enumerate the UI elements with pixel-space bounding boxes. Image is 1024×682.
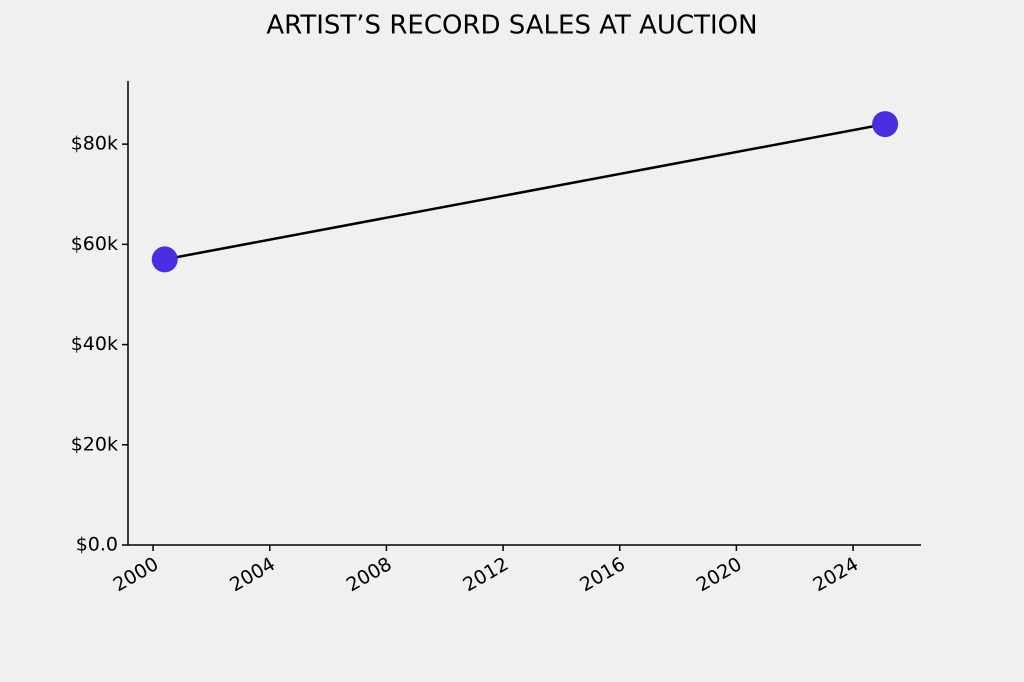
point — [872, 111, 899, 138]
x-tick-label: 2012 — [459, 553, 512, 596]
y-tick-label: $80k — [71, 133, 118, 155]
y-tick-label: $60k — [71, 233, 118, 255]
x-tick-label: 2020 — [693, 553, 746, 596]
chart-title: ARTIST’S RECORD SALES AT AUCTION — [266, 11, 757, 41]
y-tick-label: $0.0 — [76, 534, 118, 556]
line — [164, 122, 886, 261]
y-tick-label: $20k — [71, 433, 118, 455]
x-tick-label: 2008 — [343, 553, 396, 596]
x-tick-label: 2004 — [226, 553, 279, 596]
point — [151, 246, 178, 273]
x-tick-label: 2016 — [576, 553, 629, 596]
y-tick-label: $40k — [71, 333, 118, 355]
x-tick-label: 2024 — [809, 553, 862, 596]
x-tick-label: 2000 — [109, 553, 162, 596]
